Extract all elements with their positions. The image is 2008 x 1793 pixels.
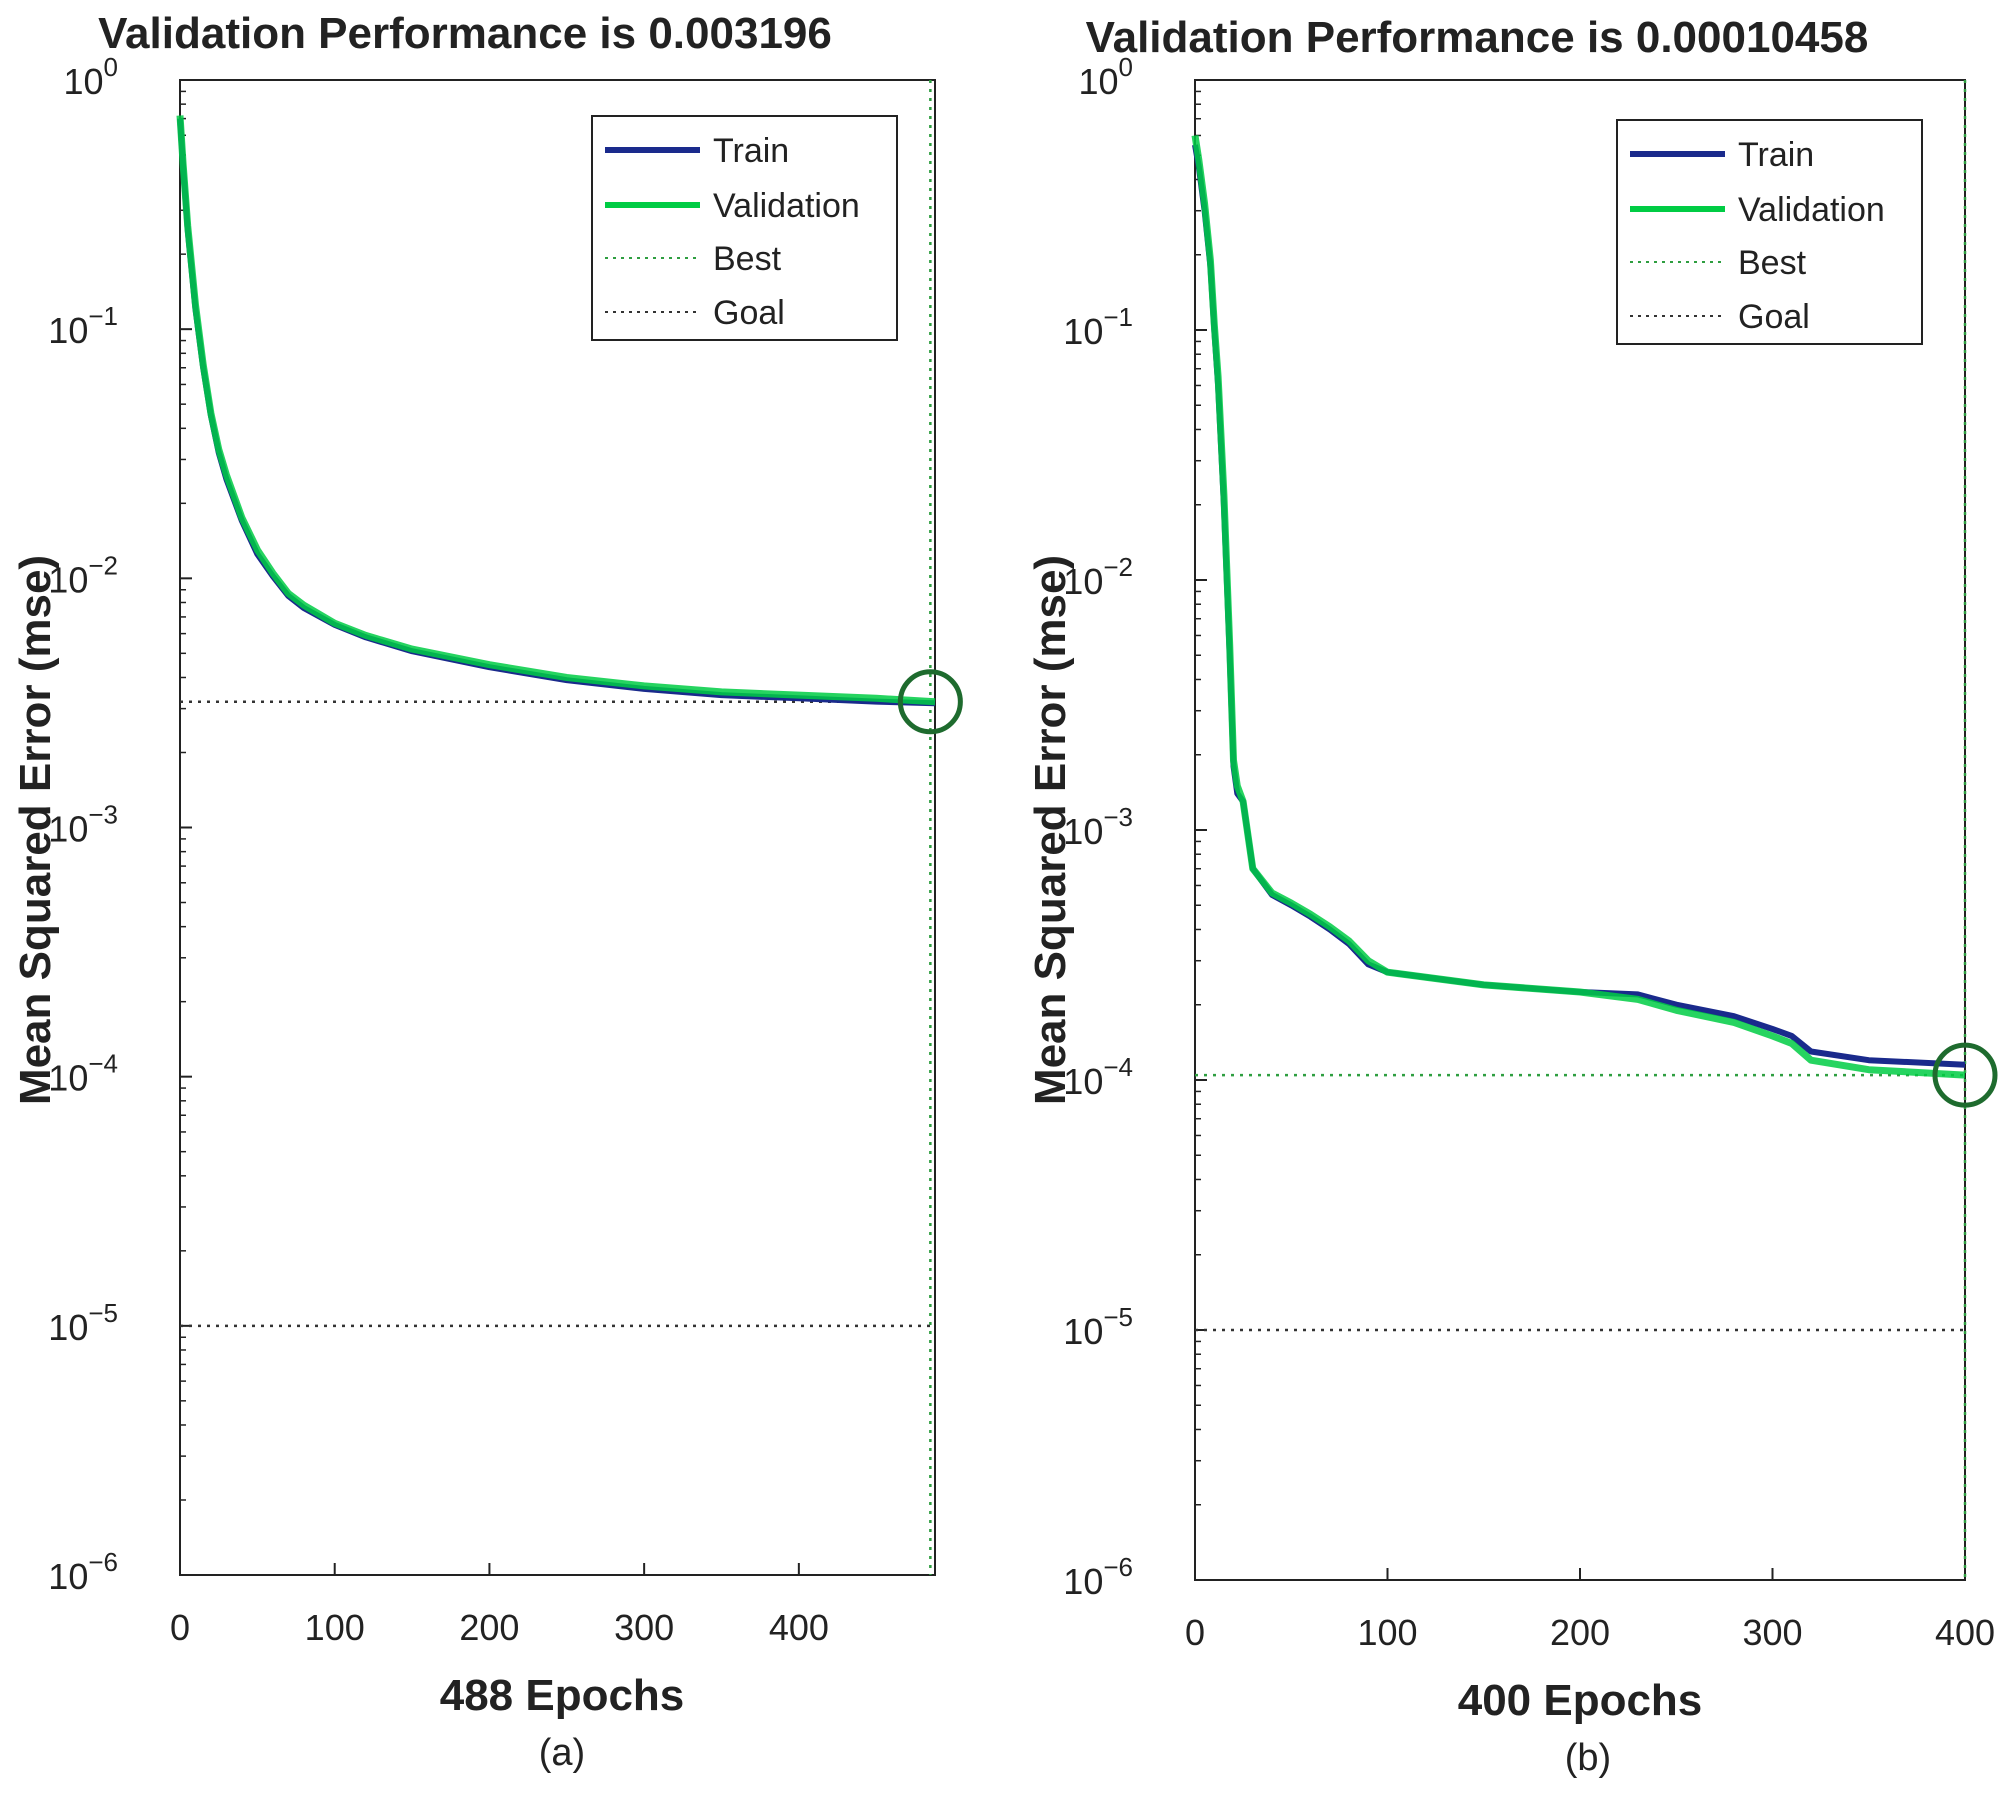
y-tick-label: 10−5 [48,1298,118,1348]
x-tick-label: 200 [459,1607,519,1648]
y-tick-label: 10−1 [48,301,118,351]
y-tick-label: 100 [63,52,118,102]
x-tick-label: 300 [1742,1612,1802,1653]
chart-panel-b: Validation Performance is 0.00010458 Mea… [1026,13,1998,1779]
legend-goal-label-a: Goal [713,294,785,332]
legend-train-label-a: Train [713,132,789,170]
x-ticks-a: 0 100 200 300 400 [170,1563,829,1648]
x-tick-label: 400 [769,1607,829,1648]
x-tick-label: 300 [614,1607,674,1648]
y-tick-label: 10−5 [1063,1302,1133,1352]
x-tick-label: 0 [1185,1612,1205,1653]
y-tick-label: 10−2 [48,550,118,600]
panel-caption-a: (a) [539,1732,585,1774]
validation-series-line [176,115,936,706]
best-point-marker [1932,1042,1998,1108]
legend-validation-label-b: Validation [1738,191,1885,229]
legend-box-a [591,115,898,341]
best-point-marker [897,669,963,735]
x-axis-label-a: 488 Epochs [440,1671,685,1720]
x-ticks-b: 0 100 200 300 400 [1185,1568,1995,1653]
y-ticks-a: 100 10−1 10−2 10−3 10−4 10−5 10−6 [48,52,192,1597]
series-lines-a [176,80,963,1575]
chart-title-b: Validation Performance is 0.00010458 [1086,13,1869,62]
validation-series-line [1191,134,1966,1079]
y-tick-label: 10−1 [1063,302,1133,352]
chart-title-a: Validation Performance is 0.003196 [98,9,832,58]
y-axis-label-b: Mean Squared Error (mse) [1026,555,1075,1105]
legend-best-label-b: Best [1738,244,1807,282]
y-tick-label: 10−3 [1063,802,1133,852]
y-tick-label: 100 [1078,52,1133,102]
chart-panel-a: Validation Performance is 0.003196 Mean … [11,9,963,1774]
legend-goal-label-b: Goal [1738,298,1810,336]
y-tick-label: 10−4 [48,1049,118,1099]
x-tick-label: 200 [1550,1612,1610,1653]
legend-best-label-a: Best [713,240,782,278]
plot-area-b: 100 10−1 10−2 10−3 10−4 10−5 10−6 0 100 200 300 40… [1063,52,1998,1653]
legend-train-label-b: Train [1738,136,1814,174]
series-lines-b [1191,80,1998,1580]
x-tick-label: 400 [1935,1612,1995,1653]
y-tick-label: 10−6 [48,1547,118,1597]
x-axis-label-b: 400 Epochs [1458,1676,1703,1725]
y-tick-label: 10−6 [1063,1552,1133,1602]
legend-box-b [1616,119,1923,345]
legend-validation-label-a: Validation [713,187,860,225]
legend-b: Train Validation Best Goal [1616,119,1923,345]
y-tick-label: 10−2 [1063,552,1133,602]
x-tick-label: 100 [1357,1612,1417,1653]
x-tick-label: 0 [170,1607,190,1648]
plot-area-a: 100 10−1 10−2 10−3 10−4 10−5 10−6 0 100 200 300 40… [48,52,963,1648]
y-tick-label: 10−4 [1063,1052,1133,1102]
y-ticks-b: 100 10−1 10−2 10−3 10−4 10−5 10−6 [1063,52,1207,1602]
legend-a: Train Validation Best Goal [591,115,898,341]
x-tick-label: 100 [305,1607,365,1648]
panel-caption-b: (b) [1565,1737,1611,1779]
y-axis-label-a: Mean Squared Error (mse) [11,555,60,1105]
y-axis-label-text-b: Mean Squared Error (mse) [1026,555,1075,1105]
y-tick-label: 10−3 [48,800,118,850]
y-axis-label-text-a: Mean Squared Error (mse) [11,555,60,1105]
